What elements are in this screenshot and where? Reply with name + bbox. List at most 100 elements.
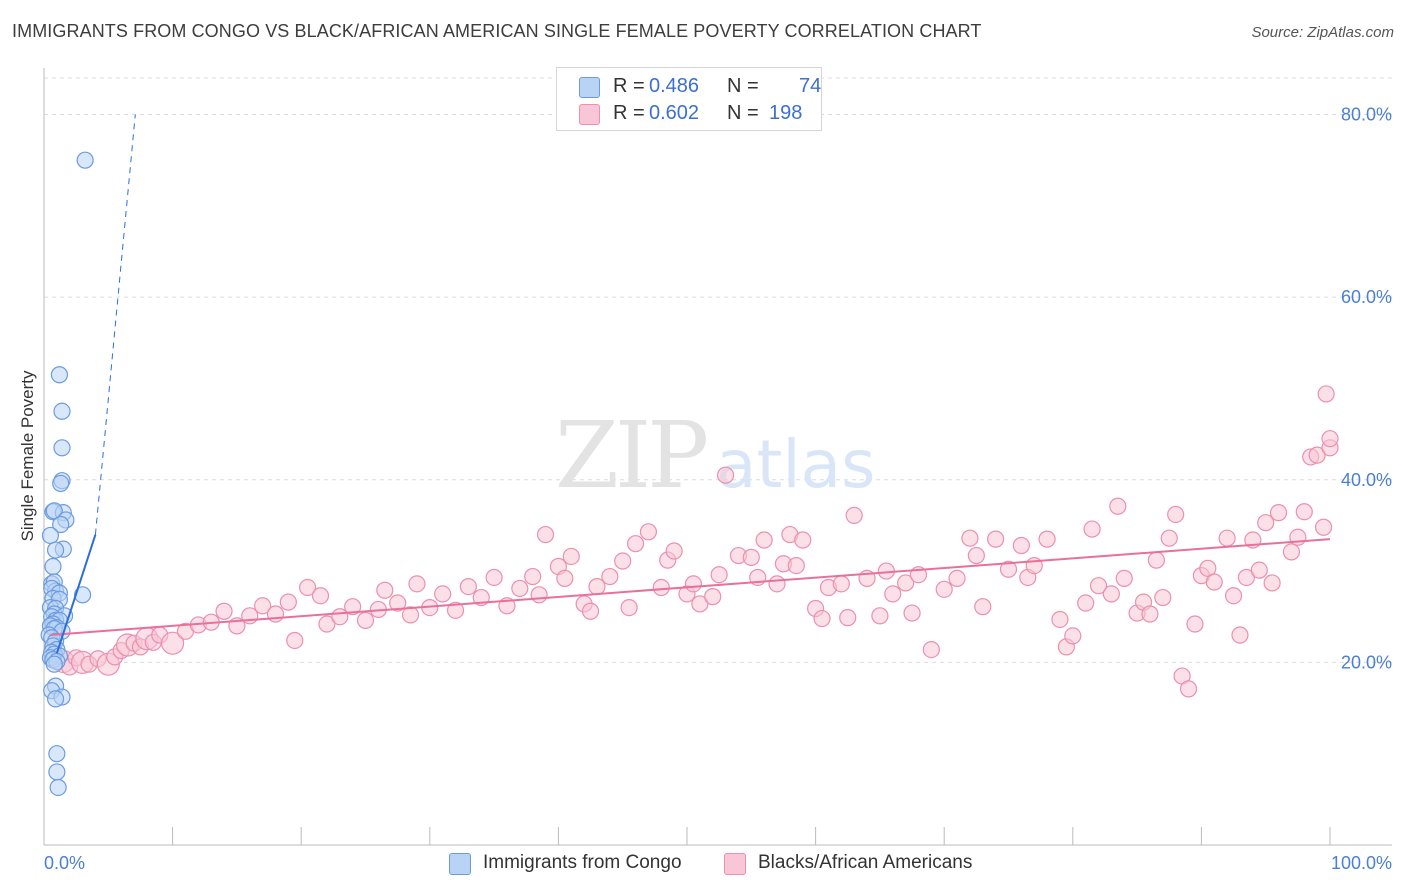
pink-point [665, 542, 683, 560]
legend-swatch-pink [579, 104, 600, 125]
blue-point [76, 151, 94, 169]
y-axis-label: Single Female Poverty [18, 370, 37, 542]
pink-point [1231, 626, 1249, 644]
pink-point [974, 598, 992, 616]
pink-point [1115, 569, 1133, 587]
pink-point [999, 560, 1018, 578]
pink-point [215, 602, 233, 620]
x-tick-label-100: 100.0% [1331, 853, 1392, 873]
pink-point [794, 531, 812, 549]
pink-point [511, 579, 529, 598]
blue-point [52, 515, 70, 534]
pink-point [742, 548, 760, 566]
pink-point [376, 581, 394, 599]
y-tick-label-60: 60.0% [1341, 287, 1392, 307]
bottom-legend-swatch-blue [449, 853, 471, 875]
pink-point [1314, 518, 1333, 536]
legend-r-value: 0.602 [649, 102, 700, 124]
pink-point [485, 568, 503, 587]
chart-title: IMMIGRANTS FROM CONGO VS BLACK/AFRICAN A… [12, 21, 982, 41]
pink-point [845, 506, 863, 524]
bottom-legend-label: Blacks/African Americans [758, 852, 973, 873]
legend-box: R = 0.486 N = 74 R = 0.602 N = 198 [556, 67, 822, 131]
pink-point [601, 567, 619, 586]
pink-point [948, 569, 966, 587]
x-tick-label-0: 0.0% [44, 853, 85, 873]
pink-point [286, 631, 304, 650]
pink-point [768, 575, 786, 593]
pink-point [1224, 587, 1243, 605]
pink-point [562, 547, 580, 566]
y-tick-label-80: 80.0% [1341, 105, 1392, 125]
pink-point [639, 523, 658, 541]
legend-r-value: 0.486 [649, 75, 700, 97]
blue-point [53, 439, 71, 457]
pink-point [1186, 615, 1204, 633]
pink-point [1051, 610, 1069, 629]
pink-point [684, 575, 703, 593]
pink-point [401, 606, 420, 624]
blue-trend-extension [94, 114, 136, 535]
pink-point [1263, 574, 1281, 592]
blue-point [49, 778, 67, 797]
pink-point [1089, 577, 1108, 595]
blue-point [53, 402, 71, 420]
pink-point [1109, 497, 1127, 515]
pink-point [1321, 430, 1339, 448]
pink-point [1218, 529, 1236, 547]
pink-point [832, 575, 850, 593]
pink-point [1237, 568, 1256, 587]
pink-point [1317, 385, 1335, 403]
y-tick-label-40: 40.0% [1341, 470, 1392, 490]
pink-point [967, 546, 985, 565]
pink-point [1308, 446, 1326, 464]
legend-swatch-blue [579, 77, 600, 98]
pink-point [1083, 520, 1101, 538]
pink-point [408, 575, 426, 593]
pink-point [691, 595, 709, 613]
pink-point [318, 615, 336, 633]
source-credit: Source: ZipAtlas.com [1251, 24, 1394, 41]
pink-point [1147, 551, 1165, 569]
pink-point [446, 601, 465, 619]
pink-point [279, 593, 297, 611]
pink-point [1167, 505, 1185, 524]
pink-point [884, 585, 902, 603]
pink-point [961, 529, 979, 547]
pink-point [1012, 536, 1030, 555]
legend-r-label: R = [613, 75, 645, 97]
pink-point [266, 605, 285, 623]
pink-trend-line [50, 538, 1331, 636]
pink-point [254, 597, 272, 615]
blue-point [52, 474, 70, 493]
pink-point [620, 598, 638, 617]
pink-point [1160, 529, 1178, 547]
axis-layer: 20.0% 40.0% 60.0% 80.0% [43, 68, 1392, 846]
pink-point [530, 586, 548, 604]
pink-point [1269, 504, 1288, 522]
pink-point [524, 567, 542, 586]
pink-point [1257, 514, 1275, 532]
legend-n-label: N = [727, 75, 759, 97]
pink-point [710, 566, 728, 584]
pink-point [344, 598, 362, 616]
pink-point [356, 611, 375, 629]
pink-point [652, 578, 670, 597]
pink-point [434, 585, 452, 603]
bottom-legend-swatch-pink [724, 853, 746, 875]
pink-point [1038, 530, 1056, 548]
y-tick-label-20: 20.0% [1341, 652, 1392, 672]
blue-point [41, 526, 60, 545]
pink-point [1064, 627, 1082, 645]
legend-r-label: R = [613, 102, 645, 124]
pink-point [1154, 588, 1172, 607]
pink-point [1179, 680, 1198, 698]
pink-point [897, 574, 915, 592]
pink-point [311, 587, 330, 605]
legend-n-label: N = [727, 102, 759, 124]
pink-point [1295, 503, 1313, 521]
blue-point [73, 586, 92, 604]
pink-point [614, 552, 632, 570]
blue-point [46, 690, 65, 708]
